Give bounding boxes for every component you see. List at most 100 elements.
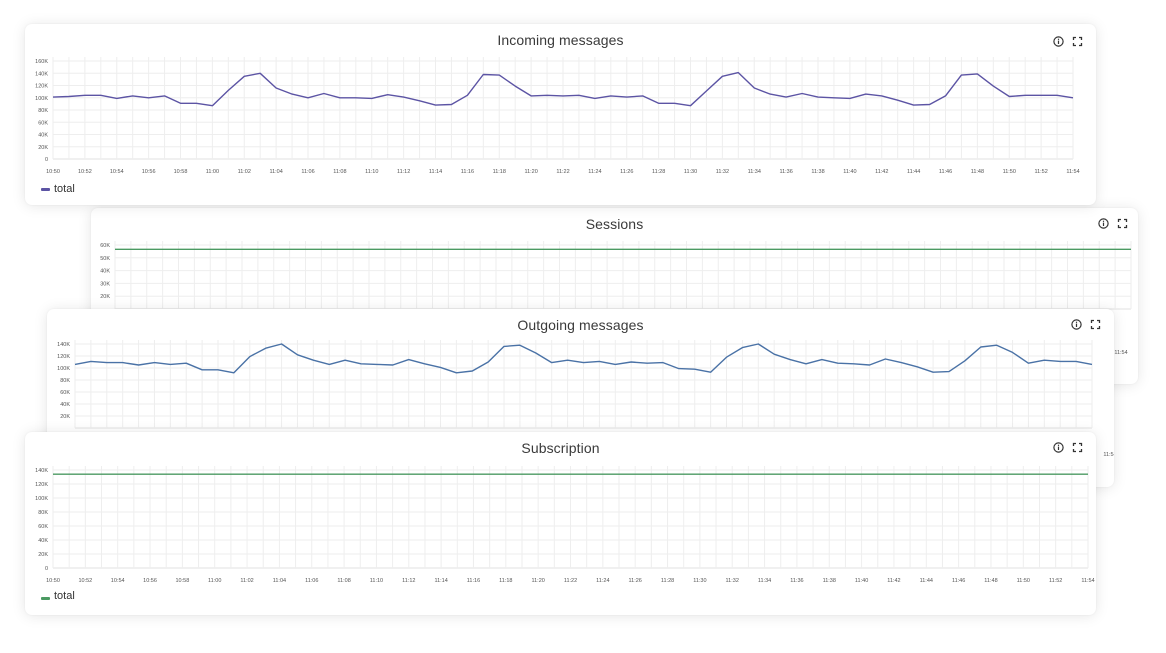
x-tick-label: 10:54 bbox=[110, 169, 124, 175]
outgoing-messages-chart: 140K 120K 100K 80K 60K 40K 20K 11:54 bbox=[57, 340, 1114, 458]
y-tick-label: 20K bbox=[38, 145, 48, 151]
x-tick-label: 11:06 bbox=[305, 578, 318, 584]
x-tick-label: 11:16 bbox=[467, 578, 480, 584]
fullscreen-icon[interactable] bbox=[1117, 218, 1128, 229]
x-tick-label: 11:54 bbox=[1081, 578, 1094, 584]
x-tick-label: 11:18 bbox=[493, 169, 506, 175]
x-tick-label: 11:54 bbox=[1066, 169, 1079, 175]
y-tick-label: 40K bbox=[100, 269, 110, 275]
x-tick-label: 11:26 bbox=[629, 578, 642, 584]
fullscreen-icon[interactable] bbox=[1090, 319, 1101, 330]
chart-legend[interactable]: total bbox=[41, 590, 75, 602]
y-tick-label: 80K bbox=[38, 108, 48, 114]
x-tick-label: 10:50 bbox=[46, 169, 60, 175]
x-tick-label: 11:40 bbox=[855, 578, 868, 584]
x-tick-label: 11:00 bbox=[208, 578, 221, 584]
x-tick-label: 11:22 bbox=[556, 169, 569, 175]
y-tick-label: 80K bbox=[38, 510, 48, 516]
card-actions bbox=[1071, 319, 1101, 330]
info-icon[interactable] bbox=[1071, 319, 1082, 330]
card-actions bbox=[1053, 442, 1083, 453]
legend-swatch bbox=[41, 187, 50, 191]
fullscreen-icon[interactable] bbox=[1072, 442, 1083, 453]
info-icon[interactable] bbox=[1053, 36, 1064, 47]
x-tick-label: 11:06 bbox=[301, 169, 314, 175]
x-tick-label: 11:28 bbox=[661, 578, 674, 584]
y-tick-label: 100K bbox=[35, 496, 48, 502]
x-tick-label: 11:10 bbox=[365, 169, 378, 175]
x-tick-label: 11:08 bbox=[333, 169, 346, 175]
x-tick-label: 11:14 bbox=[429, 169, 442, 175]
y-tick-label: 60K bbox=[60, 390, 70, 396]
legend-label: total bbox=[54, 590, 75, 602]
fullscreen-icon[interactable] bbox=[1072, 36, 1083, 47]
x-tick-label: 11:00 bbox=[206, 169, 219, 175]
legend-swatch bbox=[41, 597, 50, 600]
y-tick-label: 120K bbox=[35, 482, 48, 488]
x-tick-label: 11:48 bbox=[984, 578, 997, 584]
y-tick-label: 0 bbox=[45, 566, 48, 572]
x-tick-label: 11:18 bbox=[499, 578, 512, 584]
x-tick-label: 11:30 bbox=[684, 169, 697, 175]
x-tick-label: 11:48 bbox=[971, 169, 984, 175]
x-tick-label: 11:42 bbox=[875, 169, 888, 175]
x-tick-label: 11:42 bbox=[887, 578, 900, 584]
x-tick-label: 10:58 bbox=[175, 578, 189, 584]
x-tick-label: 11:40 bbox=[843, 169, 856, 175]
x-tick-label: 11:04 bbox=[269, 169, 282, 175]
y-tick-label: 40K bbox=[60, 402, 70, 408]
sessions-chart: 60K 50K 40K 30K 20K 11:54 bbox=[100, 241, 1132, 356]
card-title: Incoming messages bbox=[497, 32, 624, 48]
x-tick-label: 11:24 bbox=[588, 169, 601, 175]
x-tick-label: 11:12 bbox=[402, 578, 415, 584]
y-tick-label: 40K bbox=[38, 133, 48, 139]
x-tick-label: 10:52 bbox=[78, 578, 92, 584]
x-tick-label: 11:32 bbox=[716, 169, 729, 175]
series-line bbox=[52, 71, 1074, 107]
x-tick-label: 11:02 bbox=[240, 578, 253, 584]
y-tick-label: 140K bbox=[57, 342, 70, 348]
y-tick-label: 0 bbox=[45, 157, 48, 163]
x-tick-label: 11:46 bbox=[952, 578, 965, 584]
x-tick-label: 11:28 bbox=[652, 169, 665, 175]
y-tick-label: 60K bbox=[38, 120, 48, 126]
x-tick-label: 11:10 bbox=[370, 578, 383, 584]
y-tick-label: 100K bbox=[57, 366, 70, 372]
chart-legend[interactable]: total bbox=[41, 183, 75, 195]
card-actions bbox=[1053, 36, 1083, 47]
y-tick-label: 160K bbox=[35, 59, 48, 65]
y-tick-label: 20K bbox=[60, 414, 70, 420]
info-icon[interactable] bbox=[1098, 218, 1109, 229]
y-tick-label: 30K bbox=[100, 281, 110, 287]
x-tick-label: 11:38 bbox=[823, 578, 836, 584]
x-tick-label: 11:12 bbox=[397, 169, 410, 175]
x-tick-label: 11:54 bbox=[1114, 350, 1127, 356]
subscription-chart: 140K 120K 100K 80K 60K 40K 20K 0 10:50 10:52 10:54… bbox=[35, 466, 1095, 584]
x-tick-label: 10:58 bbox=[174, 169, 188, 175]
incoming-messages-card: Incoming messages 160K 140K 120K 100K 80K 60K… bbox=[25, 24, 1096, 205]
x-tick-label: 11:20 bbox=[531, 578, 544, 584]
y-tick-label: 40K bbox=[38, 538, 48, 544]
x-tick-label: 10:54 bbox=[111, 578, 125, 584]
x-tick-label: 11:14 bbox=[434, 578, 447, 584]
y-tick-label: 120K bbox=[35, 84, 48, 90]
x-tick-label: 11:16 bbox=[461, 169, 474, 175]
y-tick-label: 60K bbox=[38, 524, 48, 530]
y-tick-label: 60K bbox=[100, 243, 110, 249]
card-actions bbox=[1098, 218, 1128, 229]
card-title: Sessions bbox=[585, 216, 644, 232]
x-tick-label: 11:34 bbox=[748, 169, 761, 175]
y-tick-label: 20K bbox=[100, 294, 110, 300]
x-tick-label: 11:30 bbox=[693, 578, 706, 584]
subscription-card: Subscription 140K 120K 100K 80K 60K 40K 20K 0 10… bbox=[25, 432, 1096, 615]
y-tick-label: 50K bbox=[100, 256, 110, 262]
x-tick-label: 11:52 bbox=[1049, 578, 1062, 584]
x-tick-label: 11:22 bbox=[564, 578, 577, 584]
x-tick-label: 11:26 bbox=[620, 169, 633, 175]
x-tick-label: 10:56 bbox=[142, 169, 156, 175]
x-tick-label: 11:50 bbox=[1017, 578, 1030, 584]
y-tick-label: 20K bbox=[38, 552, 48, 558]
series-line bbox=[74, 343, 1093, 374]
x-tick-label: 11:08 bbox=[337, 578, 350, 584]
info-icon[interactable] bbox=[1053, 442, 1064, 453]
